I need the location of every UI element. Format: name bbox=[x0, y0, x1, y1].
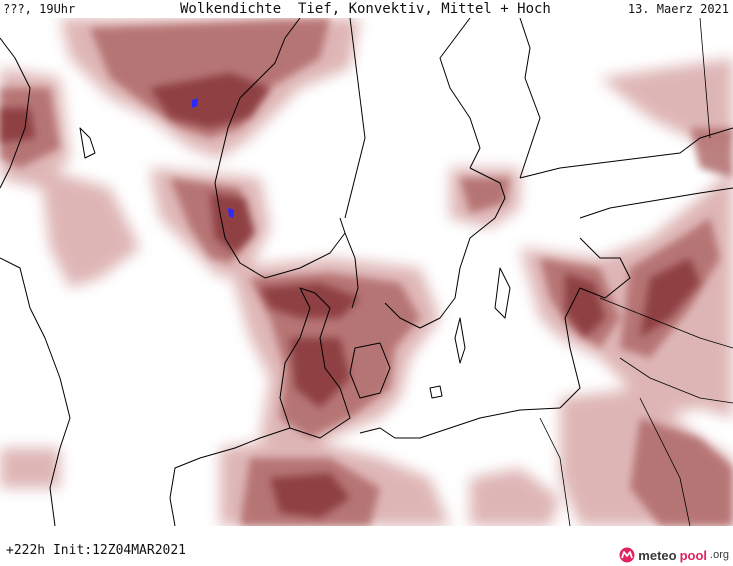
logo-text-org: .org bbox=[710, 549, 729, 561]
precip-marker bbox=[228, 208, 234, 218]
island-bornholm bbox=[429, 385, 443, 399]
logo-text-pool: pool bbox=[679, 547, 708, 563]
coastlines bbox=[0, 18, 733, 526]
coast-sweden-east bbox=[384, 167, 506, 329]
map-title: Wolkendichte Tief, Konvektiv, Mittel + H… bbox=[180, 1, 551, 17]
cloud-layer-dark bbox=[0, 73, 700, 518]
border-lithuania-belarus bbox=[619, 357, 733, 404]
island-gotland bbox=[494, 267, 511, 319]
island-oland bbox=[454, 317, 466, 364]
logo-text-meteo: meteo bbox=[638, 547, 677, 563]
border-norway-sweden bbox=[344, 18, 366, 219]
precip-markers bbox=[192, 98, 234, 218]
coast-estonia bbox=[579, 187, 733, 219]
forecast-date: 13. Maerz 2021 bbox=[627, 2, 729, 16]
meteopool-logo[interactable]: meteo pool .org bbox=[619, 545, 729, 565]
model-run-label: +222h Init:12Z04MAR2021 bbox=[6, 543, 187, 558]
cloud-density-map bbox=[0, 18, 733, 526]
forecast-time-label: ???, 19Uhr bbox=[3, 2, 76, 16]
coast-norway bbox=[214, 18, 346, 279]
coast-finland-west bbox=[519, 18, 541, 179]
meteopool-logo-icon bbox=[619, 547, 635, 563]
precip-marker bbox=[192, 98, 198, 108]
coast-shetland bbox=[79, 127, 96, 159]
coast-germany bbox=[169, 427, 291, 526]
coast-baltic-north bbox=[439, 18, 481, 169]
border-russia-finland bbox=[699, 18, 711, 139]
coast-uk-east bbox=[0, 257, 71, 526]
coast-sweden-west bbox=[344, 232, 359, 309]
coast-latvia bbox=[559, 237, 631, 409]
coast-uk bbox=[0, 37, 31, 189]
coast-zealand bbox=[349, 342, 391, 399]
border-baltics bbox=[599, 297, 733, 349]
coast-poland bbox=[359, 407, 561, 439]
coast-denmark bbox=[279, 287, 351, 439]
coast-finland bbox=[519, 127, 733, 179]
border-poland-germany bbox=[539, 417, 571, 526]
border-poland-belarus bbox=[639, 397, 691, 526]
